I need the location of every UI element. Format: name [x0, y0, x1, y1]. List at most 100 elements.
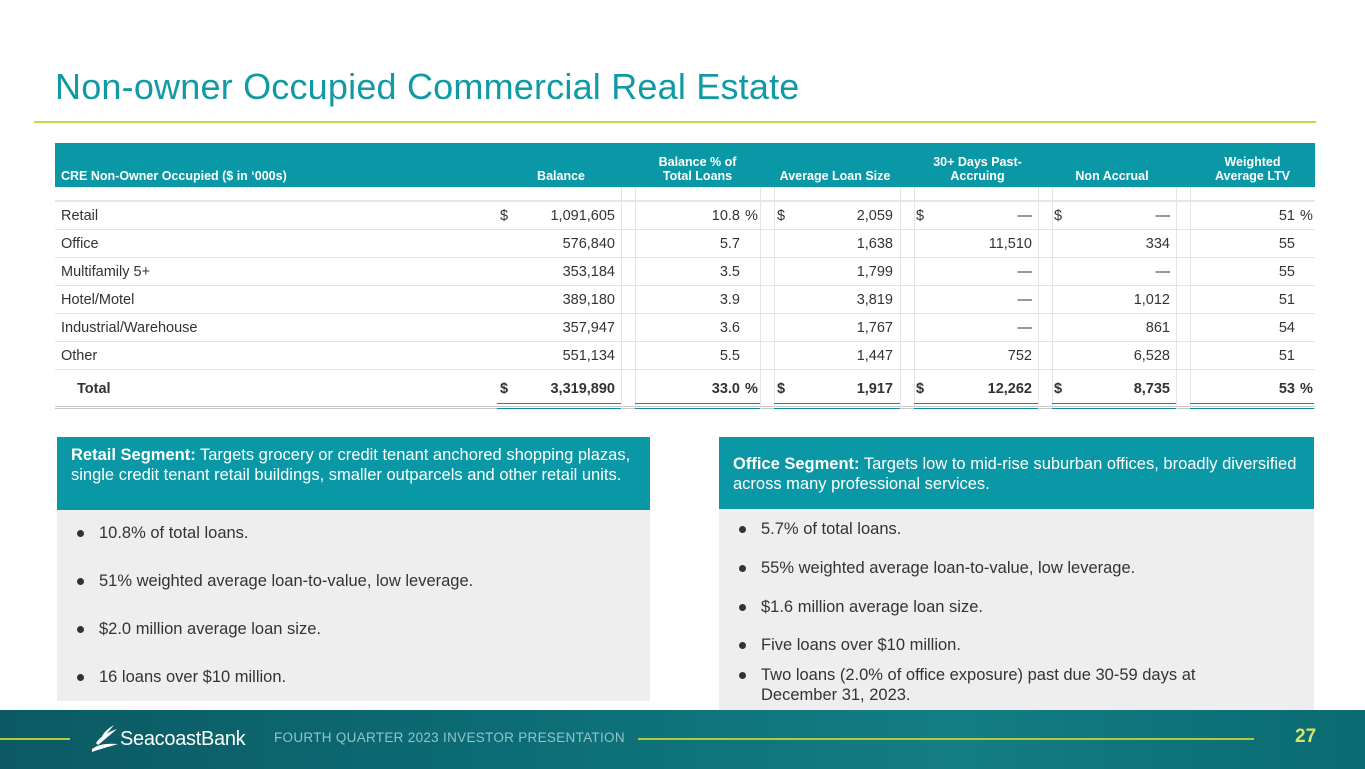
avg-loan-size-value: 1,638	[856, 236, 893, 252]
seacoast-bird-icon	[92, 725, 118, 752]
avg-loan-size-value: 2,059	[856, 208, 893, 224]
ltv-value: 55	[1278, 264, 1295, 280]
column-gap	[760, 286, 774, 313]
past-due-value: 11,510	[988, 236, 1032, 252]
column-gap	[1038, 286, 1052, 313]
column-gap	[1176, 258, 1190, 285]
table-row: Retail $1,091,605 10.8% $2,059 $ — $ — 51%	[55, 202, 1315, 230]
retail-heading-text: Targets grocery or credit tenant anchore…	[71, 446, 631, 484]
currency-sign: $	[777, 208, 786, 224]
percent-sign: %	[1300, 208, 1313, 224]
row-category: Multifamily 5+	[61, 264, 151, 280]
header-balance-pct-line1: Balance % of	[658, 155, 737, 169]
row-category: Office	[61, 236, 99, 252]
header-balance-pct: Balance % of Total Loans	[635, 155, 760, 183]
balance-pct-value: 5.5	[719, 348, 740, 364]
office-bullet: Two loans (2.0% of office exposure) past…	[719, 665, 1314, 705]
column-gap	[900, 202, 914, 229]
table-spacer-row	[55, 187, 1315, 202]
past-due-value: —	[1017, 320, 1033, 336]
balance-pct-value: 33.0	[711, 381, 740, 397]
office-heading-label: Office Segment:	[733, 455, 860, 473]
column-gap	[621, 370, 635, 406]
column-gutter	[760, 187, 761, 409]
retail-bullet-list: 10.8% of total loans. 51% weighted avera…	[57, 510, 650, 687]
column-gap	[621, 202, 635, 229]
footer-rule-right	[638, 738, 1254, 740]
percent-sign: %	[745, 381, 758, 397]
ltv-value: 51	[1278, 208, 1295, 224]
title-divider	[34, 121, 1316, 123]
column-gutter	[621, 187, 622, 409]
column-gap	[1176, 342, 1190, 369]
column-gap	[900, 258, 914, 285]
currency-sign: $	[916, 381, 925, 397]
currency-sign: $	[500, 381, 509, 397]
balance-value: 576,840	[562, 236, 615, 252]
column-gap	[621, 286, 635, 313]
balance-pct-value: 3.5	[719, 264, 740, 280]
header-ltv: Weighted Average LTV	[1195, 155, 1310, 183]
retail-bullet: $2.0 million average loan size.	[57, 619, 650, 639]
header-ltv-line2: Average LTV	[1214, 169, 1291, 183]
retail-segment-box: Retail Segment: Targets grocery or credi…	[57, 437, 650, 701]
column-gap	[1038, 370, 1052, 406]
non-accrual-value: —	[1155, 264, 1171, 280]
header-non-accrual: Non Accrual	[1075, 169, 1149, 183]
currency-sign: $	[916, 208, 925, 224]
row-category: Industrial/Warehouse	[61, 320, 198, 336]
office-bullet-list: 5.7% of total loans. 55% weighted averag…	[719, 509, 1314, 705]
ltv-value: 51	[1278, 348, 1295, 364]
non-accrual-value: 8,735	[1133, 381, 1170, 397]
table-row: Other 551,134 5.5 1,447 752 6,528 51	[55, 342, 1315, 370]
avg-loan-size-value: 1,767	[856, 320, 893, 336]
office-segment-box: Office Segment: Targets low to mid-rise …	[719, 437, 1314, 710]
non-accrual-value: 861	[1145, 320, 1170, 336]
currency-sign: $	[777, 381, 786, 397]
column-gap	[760, 230, 774, 257]
presentation-label: FOURTH QUARTER 2023 INVESTOR PRESENTATIO…	[274, 730, 625, 745]
cre-table: CRE Non-Owner Occupied ($ in ‘000s) Bala…	[55, 143, 1315, 409]
past-due-value: —	[1017, 264, 1033, 280]
retail-heading-label: Retail Segment:	[71, 446, 196, 464]
non-accrual-value: 1,012	[1133, 292, 1170, 308]
retail-bullet: 16 loans over $10 million.	[57, 667, 650, 687]
column-gap	[760, 314, 774, 341]
column-gap	[1038, 230, 1052, 257]
column-gap	[900, 230, 914, 257]
column-gap	[1038, 202, 1052, 229]
column-gap	[1176, 370, 1190, 406]
table-row: Hotel/Motel 389,180 3.9 3,819 — 1,012 51	[55, 286, 1315, 314]
page-number: 27	[1295, 726, 1317, 747]
column-gap	[760, 202, 774, 229]
column-gap	[1176, 286, 1190, 313]
column-gap	[621, 314, 635, 341]
column-gutter	[635, 187, 636, 409]
column-gutter	[774, 187, 775, 409]
column-gutter	[914, 187, 915, 409]
header-past-due: 30+ Days Past- Accruing	[915, 155, 1040, 183]
percent-sign: %	[745, 208, 758, 224]
total-underline	[1052, 403, 1176, 409]
header-balance: Balance	[537, 169, 585, 183]
total-underline	[635, 403, 760, 409]
column-gap	[900, 370, 914, 406]
percent-sign: %	[1300, 381, 1313, 397]
column-gap	[1176, 314, 1190, 341]
header-avg-loan-size: Average Loan Size	[779, 169, 891, 183]
column-gutter	[1038, 187, 1039, 409]
avg-loan-size-value: 1,447	[856, 348, 893, 364]
page-title: Non-owner Occupied Commercial Real Estat…	[55, 66, 800, 107]
retail-segment-heading: Retail Segment: Targets grocery or credi…	[57, 437, 650, 510]
ltv-value: 51	[1278, 292, 1295, 308]
ltv-value: 55	[1278, 236, 1295, 252]
non-accrual-value: 6,528	[1133, 348, 1170, 364]
column-gap	[760, 258, 774, 285]
row-category: Hotel/Motel	[61, 292, 135, 308]
header-past-due-line2: Accruing	[950, 169, 1005, 183]
ltv-value: 53	[1278, 381, 1295, 397]
footer-bar: SeacoastBank FOURTH QUARTER 2023 INVESTO…	[0, 710, 1365, 769]
header-ltv-line1: Weighted	[1224, 155, 1281, 169]
header-balance-pct-line2: Total Loans	[662, 169, 733, 183]
header-past-due-line1: 30+ Days Past-	[933, 155, 1022, 169]
